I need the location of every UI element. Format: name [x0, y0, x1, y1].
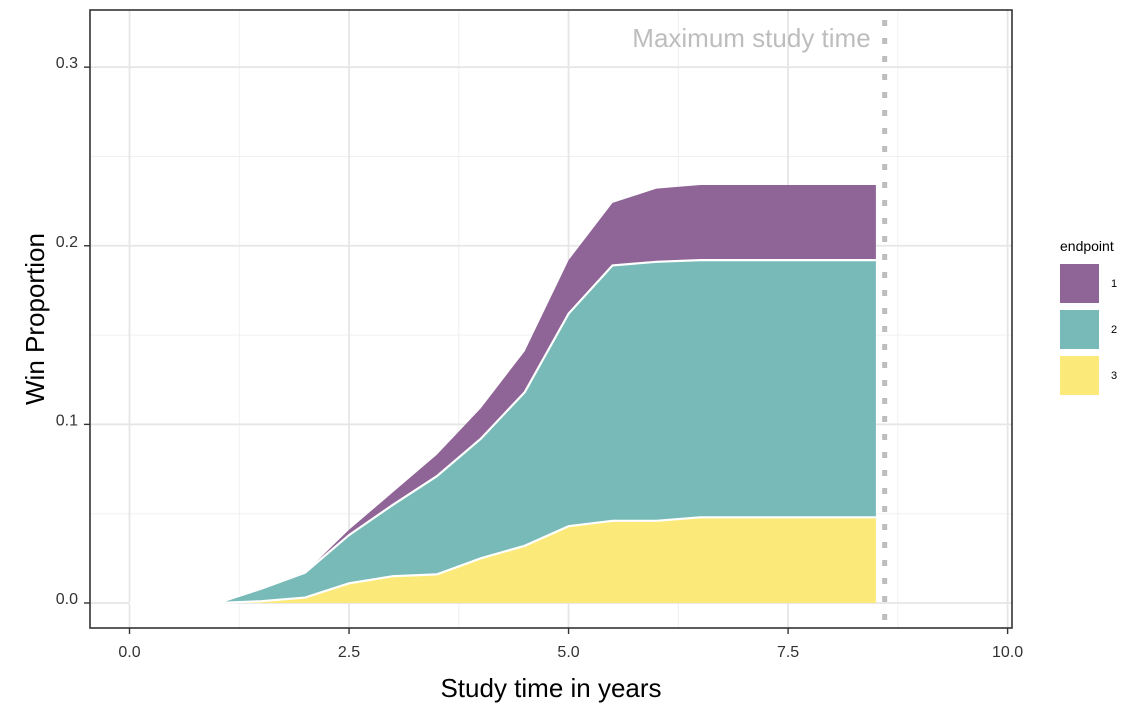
x-axis-title: Study time in years: [440, 673, 661, 703]
x-tick-label: 5.0: [557, 644, 579, 661]
x-tick-label: 7.5: [777, 644, 799, 661]
legend-key-3: [1060, 356, 1099, 395]
legend-label-2: 2: [1111, 324, 1117, 336]
y-tick-label: 0.0: [56, 591, 78, 608]
x-tick-label: 2.5: [338, 644, 360, 661]
y-axis-title: Win Proportion: [20, 233, 50, 405]
y-tick-label: 0.2: [56, 234, 78, 251]
legend-key-2: [1060, 310, 1099, 349]
area-series: [129, 185, 876, 605]
plot-panel-border: [89, 9, 1013, 629]
y-tick-label: 0.1: [56, 412, 78, 429]
legend-label-3: 3: [1111, 370, 1117, 382]
legend-label-1: 1: [1111, 278, 1117, 290]
legend: endpoint 1 2 3: [1060, 238, 1117, 395]
max-study-time-annotation: Maximum study time: [632, 23, 870, 53]
area-boundary-3: [129, 516, 876, 605]
area-boundary-2: [129, 259, 876, 605]
y-tick-label: 0.3: [56, 55, 78, 72]
area-series-1: [129, 185, 876, 603]
axis-ticks: 0.0 2.5 5.0 7.5 10.0 0.0 0.1 0.2 0.3: [56, 55, 1024, 661]
x-tick-label: 10.0: [992, 644, 1023, 661]
legend-title: endpoint: [1060, 238, 1114, 254]
legend-key-1: [1060, 264, 1099, 303]
area-series-3: [129, 517, 876, 603]
x-tick-label: 0.0: [118, 644, 140, 661]
